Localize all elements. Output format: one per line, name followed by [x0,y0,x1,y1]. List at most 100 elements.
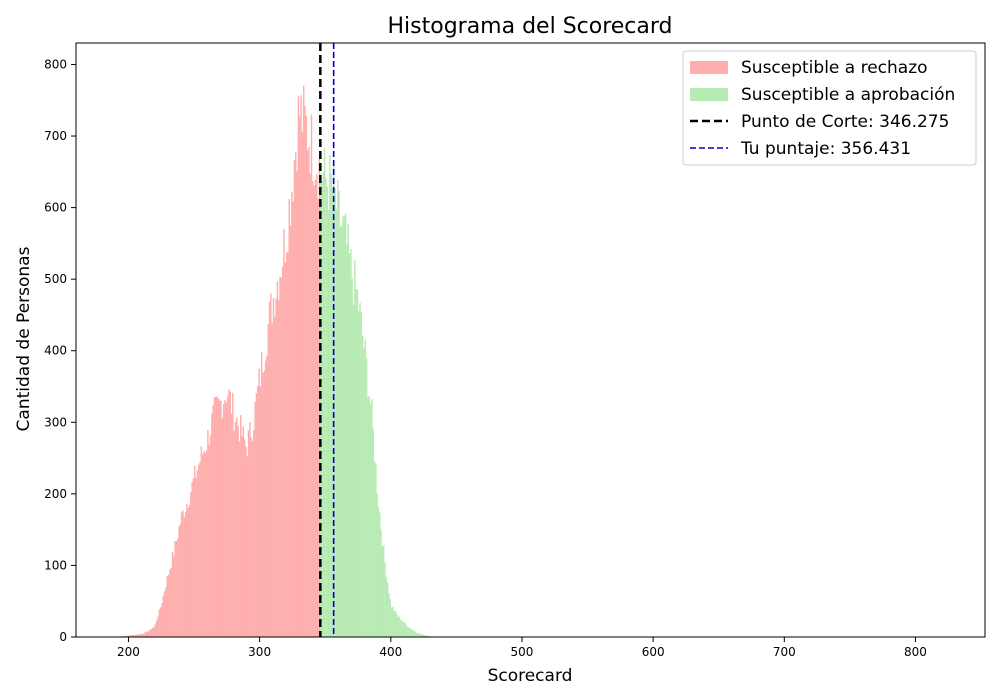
histogram-bar [254,401,256,637]
histogram-bar [375,463,377,637]
x-tick-label: 500 [511,645,534,659]
histogram-bar [371,399,373,637]
histogram-bar [148,630,150,637]
histogram-bar [131,635,133,637]
histogram-bar [153,626,155,637]
histogram-bar [397,616,399,637]
histogram-bar [138,634,141,637]
histogram-bar [246,456,248,637]
histogram-bar [350,249,352,637]
histogram-bar [184,512,187,637]
histogram-bar [199,461,201,637]
histogram-bar [165,587,167,637]
histogram-bar [322,171,325,638]
histogram-bar [335,209,338,638]
histogram-bar [154,623,157,637]
histogram-bar [204,452,207,637]
y-tick-label: 600 [44,201,67,215]
histogram-bar [344,213,347,637]
histogram-bar [182,510,184,637]
histogram-bar [259,386,262,637]
histogram-bar [351,278,353,637]
histogram-bar [376,493,378,637]
histogram-bar [257,385,259,637]
histogram-bar [317,198,319,637]
histogram-bar [267,323,269,637]
histogram-bar [396,614,398,637]
histogram-bar [398,616,401,637]
histogram-bar [289,225,292,637]
histogram-bar [188,504,191,637]
histogram-bar [326,186,328,638]
histogram-bar [157,616,159,637]
histogram-bar [283,228,285,637]
histogram-bar [132,635,134,637]
histogram-bar [410,629,412,637]
histogram-bar [179,523,182,637]
histogram-bar [274,316,276,637]
histogram-bar [128,635,130,637]
histogram-bar [225,402,227,637]
histogram-bar [226,396,229,637]
histogram-bar [367,397,369,637]
histogram-bar [251,440,254,637]
histogram-bar [308,147,310,637]
histogram-bar [192,478,195,637]
histogram-bar [298,116,301,637]
histogram-bar [401,620,403,637]
histogram-bar [409,627,411,637]
histogram-bar [321,180,323,637]
histogram-bar [372,428,374,637]
histogram-bar [323,147,326,637]
histogram-bar [159,607,162,637]
histogram-bar [234,421,237,637]
histogram-bar [369,403,372,637]
histogram-bar [142,633,145,637]
histogram-bar [222,404,225,637]
histogram-bar [201,454,204,637]
histogram-bars [115,85,444,638]
histogram-bar [291,191,293,637]
histogram-bar [175,541,178,637]
histogram-bar [233,430,235,637]
histogram-bar [191,481,193,637]
histogram-bar [180,512,183,637]
histogram-bar [174,541,176,637]
histogram-bar [330,173,332,637]
histogram-bar [141,634,144,637]
histogram-bar [230,413,233,637]
histogram-bar [242,426,245,637]
histogram-bar [280,277,283,637]
histogram-bar [356,289,359,637]
legend-swatch [690,61,728,74]
histogram-bar [186,503,188,637]
histogram-bar [163,591,166,637]
histogram-bar [278,300,280,637]
histogram-bar [156,620,158,637]
histogram-bar [338,190,340,637]
histogram-bar [135,634,137,637]
histogram-bar [333,165,335,637]
histogram-bar [171,551,174,637]
histogram-bar [211,413,213,637]
histogram-bar [249,422,251,637]
histogram-bar [264,360,267,637]
histogram-bar [373,461,376,637]
y-tick-label: 200 [44,487,67,501]
histogram-bar [215,396,217,637]
histogram-bar [296,171,298,637]
histogram-bar [381,546,384,637]
y-tick-label: 500 [44,272,67,286]
histogram-bar [208,444,210,637]
histogram-bar [363,348,365,637]
histogram-bar [140,634,142,637]
histogram-bar [237,426,239,637]
histogram-bar [247,430,250,637]
histogram-bar [301,131,304,637]
histogram-bar [209,435,212,637]
histogram-bar [195,477,197,637]
histogram-bar [403,622,406,637]
histogram-bar [380,529,382,637]
histogram-bar [268,301,271,637]
